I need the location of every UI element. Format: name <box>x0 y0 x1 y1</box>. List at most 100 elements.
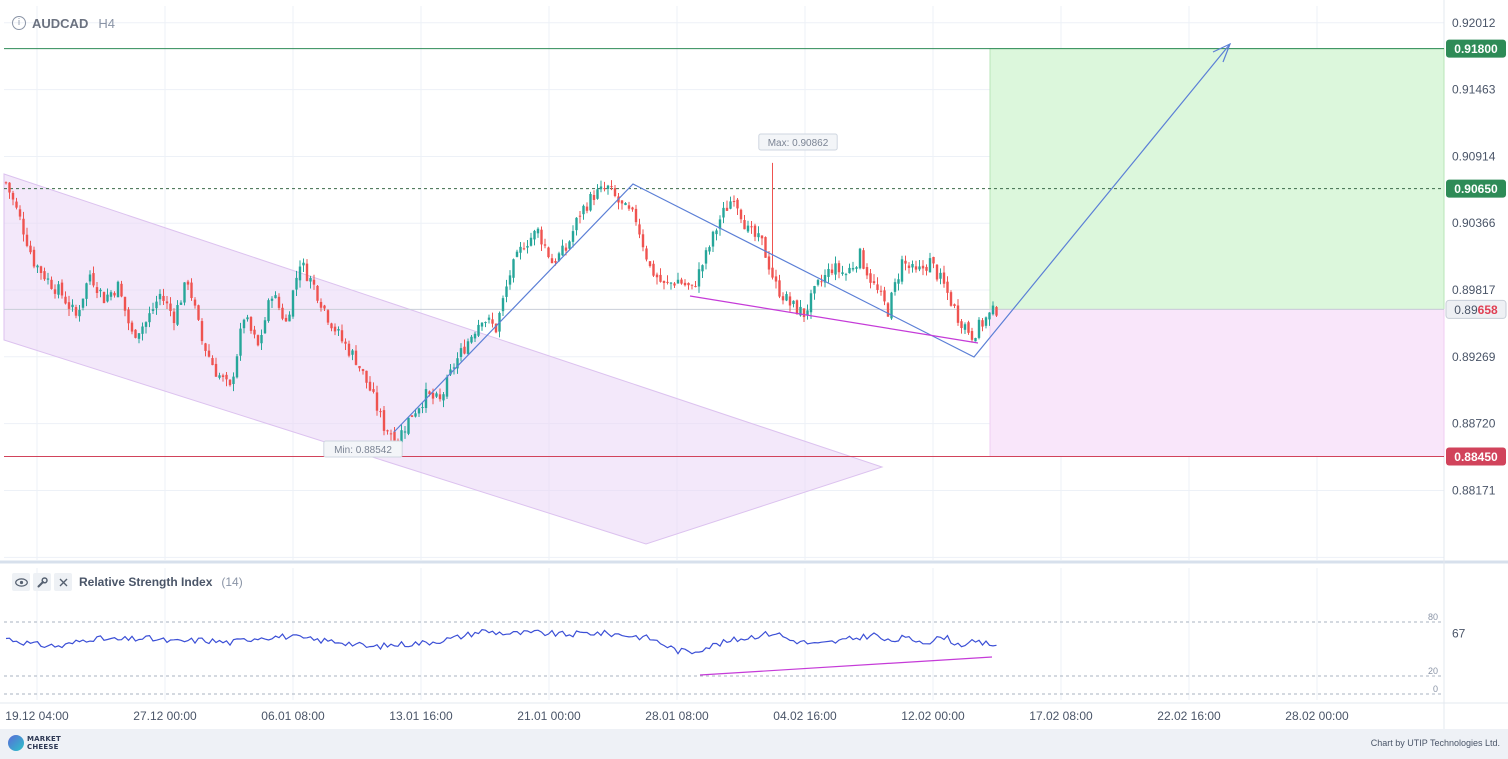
candle-body <box>638 224 641 235</box>
candle-body <box>893 282 897 292</box>
candle <box>893 278 897 296</box>
candle <box>578 211 582 224</box>
candle-body <box>974 337 977 342</box>
candle-body <box>487 317 491 320</box>
candle <box>540 226 543 252</box>
wrench-icon[interactable] <box>33 573 51 591</box>
candle <box>806 304 809 320</box>
candle <box>519 242 522 260</box>
candle-body <box>963 324 967 330</box>
candle-body <box>319 301 323 308</box>
candle-body <box>214 363 218 377</box>
y-tick-label: 0.90914 <box>1452 149 1496 163</box>
candle-body <box>344 341 347 344</box>
candle-body <box>92 273 95 286</box>
rsi-level-label: 0 <box>1433 684 1438 694</box>
candle <box>456 352 459 374</box>
info-icon[interactable]: i <box>12 16 26 30</box>
candle <box>942 265 946 288</box>
candle-body <box>316 285 319 301</box>
candle <box>855 266 858 273</box>
candle <box>743 214 746 230</box>
candle-body <box>298 266 302 281</box>
candle <box>589 191 592 212</box>
candle <box>753 223 757 242</box>
candle-body <box>15 201 18 208</box>
candle <box>305 259 309 282</box>
candle <box>316 284 319 304</box>
eye-icon[interactable] <box>12 573 30 591</box>
candle <box>340 324 344 344</box>
candle-body <box>414 413 417 417</box>
candle-body <box>914 266 918 270</box>
candle-body <box>43 271 46 280</box>
rsi-level-label: 20 <box>1428 666 1438 676</box>
candle <box>613 184 617 198</box>
candle-body <box>309 278 312 282</box>
candle-body <box>337 329 340 331</box>
candle <box>372 382 375 394</box>
timeframe-label[interactable]: H4 <box>98 15 115 31</box>
candle-body <box>431 392 435 399</box>
target-price-box <box>1446 39 1506 58</box>
candle-body <box>949 292 953 306</box>
candle-body <box>809 293 813 313</box>
close-icon[interactable] <box>54 573 72 591</box>
candle-body <box>372 389 375 392</box>
candle <box>568 240 571 251</box>
candle <box>410 415 414 418</box>
candle-body <box>725 207 729 211</box>
rsi-period: (14) <box>221 575 243 589</box>
candle-body <box>379 411 382 413</box>
candle-body <box>519 246 522 253</box>
candle-body <box>816 280 820 285</box>
candle-body <box>445 376 449 397</box>
candle <box>729 196 732 210</box>
candle <box>575 217 578 236</box>
profit-zone <box>989 48 1445 310</box>
candle <box>610 180 613 191</box>
candle <box>480 322 484 331</box>
candle-body <box>368 381 372 391</box>
candle <box>330 322 333 332</box>
candle-body <box>158 293 162 300</box>
candle <box>169 297 172 317</box>
candle <box>981 318 984 332</box>
candle <box>379 408 382 418</box>
candle <box>921 260 925 276</box>
candle-body <box>967 322 970 333</box>
candle-body <box>806 310 809 316</box>
candle-body <box>599 186 603 190</box>
forecast-arrowhead <box>1212 42 1232 63</box>
min-price-label-box <box>323 440 403 458</box>
candle <box>228 379 232 387</box>
candle-body <box>466 341 470 354</box>
candle-body <box>897 279 900 284</box>
zigzag-forecast-line <box>393 43 1231 433</box>
candle-body <box>655 274 659 278</box>
candle-body <box>718 219 722 229</box>
candle-body <box>274 295 277 299</box>
candle <box>43 267 46 281</box>
candle-body <box>851 268 855 270</box>
x-tick-label: 22.02 16:00 <box>1157 709 1221 723</box>
candle <box>36 264 39 273</box>
candle <box>81 298 85 311</box>
candle-body <box>176 305 179 325</box>
candle-body <box>988 312 991 320</box>
candle-body <box>984 317 988 326</box>
candle <box>141 322 144 341</box>
candle <box>536 227 540 238</box>
candle-body <box>144 322 148 327</box>
candle-body <box>480 322 484 327</box>
candle <box>74 304 78 319</box>
candle <box>659 268 662 283</box>
candle-body <box>855 267 858 269</box>
brand-logo[interactable]: MARKET CHEESE <box>8 735 61 751</box>
candle <box>711 230 715 253</box>
candle <box>900 255 904 285</box>
candle <box>382 405 386 436</box>
candle-body <box>921 265 925 269</box>
candle <box>722 201 725 224</box>
